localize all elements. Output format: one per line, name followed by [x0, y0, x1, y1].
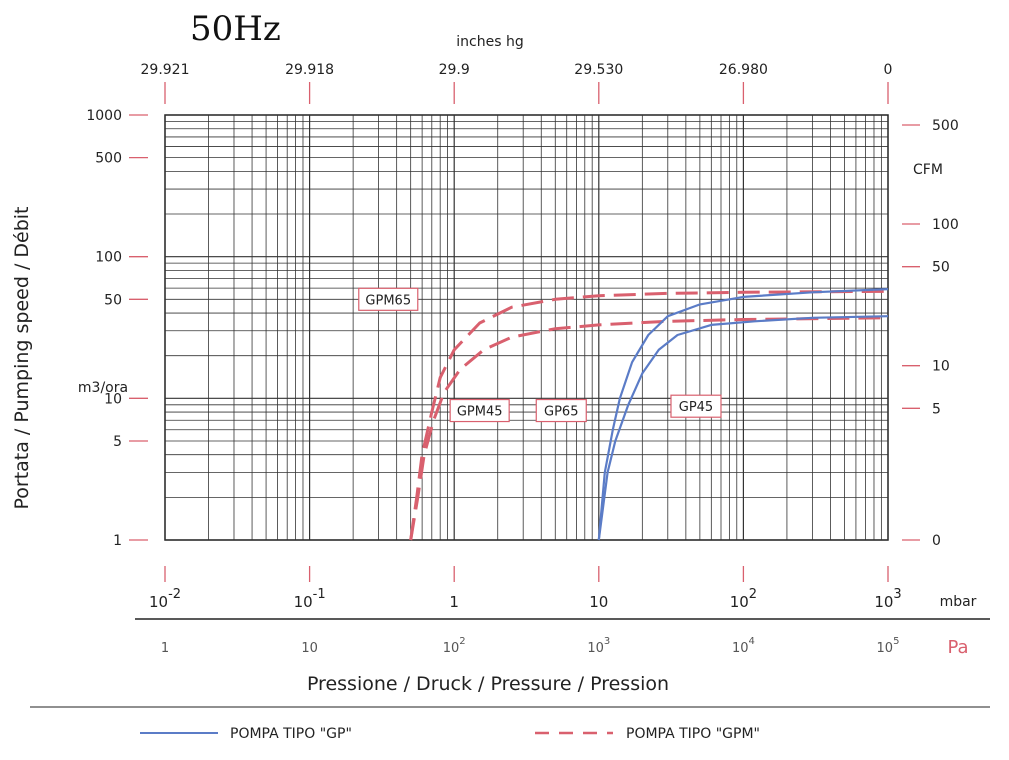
axis-ticks: 29.921 29.918 29.9 29.530 26.980 010-2 10-1 1 10…	[86, 62, 958, 656]
y-unit-left: m3/ora	[78, 380, 128, 396]
y-left-tick-label: 500	[95, 151, 122, 167]
x-tick-label: 10-2	[149, 587, 181, 611]
chart-title: 50Hz	[190, 9, 281, 49]
grid	[164, 114, 889, 541]
series-line-gp45	[597, 315, 889, 541]
x-top-tick-label: 29.530	[574, 62, 623, 78]
series-label-box-gp65	[535, 398, 587, 423]
series-label-gp45: GP45	[679, 400, 713, 415]
series-line-gpm65	[409, 289, 889, 541]
series-line-gpm45	[409, 316, 889, 541]
y-left-tick-label: 1000	[86, 108, 122, 124]
legend-label-2: POMPA TIPO "GPM"	[626, 726, 760, 742]
y-left-tick-label: 10	[104, 391, 122, 407]
legend-label-1: POMPA TIPO "GP"	[230, 726, 352, 742]
y-right-tick-label: 100	[932, 217, 959, 233]
series-label-box-gpm65	[358, 287, 419, 311]
x-pa-tick-label: 103	[587, 636, 610, 656]
plot-frame	[164, 114, 889, 541]
x-top-tick-label: 29.918	[285, 62, 334, 78]
x-axis-label: Pressione / Druck / Pressure / Pression	[307, 673, 669, 695]
y-left-tick-label: 5	[113, 434, 122, 450]
x-pa-tick-label: 1	[161, 641, 169, 656]
x-pa-tick-label: 104	[732, 636, 755, 656]
x-top-tick-label: 29.9	[439, 62, 470, 78]
x-unit-mbar: mbar	[940, 594, 977, 610]
y-left-tick-label: 50	[104, 292, 122, 308]
y-left-tick-label: 100	[95, 250, 122, 266]
legend: POMPA TIPO "GP" POMPA TIPO "GPM"	[140, 726, 760, 742]
y-right-tick-label: 0	[932, 533, 941, 549]
series-labels: GPM65 GPM45 GP65 GP45	[358, 287, 722, 423]
x-tick-label: 10-1	[294, 587, 326, 611]
x-top-unit-label: inches hg	[456, 34, 523, 50]
x-tick-label: 1	[449, 593, 459, 611]
x-tick-label: 102	[730, 587, 757, 611]
series-label-gp65: GP65	[544, 405, 578, 420]
x-top-tick-label: 26.980	[719, 62, 768, 78]
x-pa-tick-label: 105	[877, 636, 900, 656]
y-unit-right: CFM	[913, 162, 943, 178]
y-right-tick-label: 50	[932, 260, 950, 276]
x-tick-label: 10	[589, 593, 608, 611]
y-right-tick-label: 500	[932, 118, 959, 134]
y-right-tick-label: 10	[932, 359, 950, 375]
series-label-gpm45: GPM45	[457, 405, 503, 420]
y-axis-label: Portata / Pumping speed / Débit	[11, 206, 33, 509]
series-label-gpm65: GPM65	[365, 293, 411, 308]
x-unit-pa: Pa	[947, 637, 968, 658]
x-top-tick-label: 29.921	[141, 62, 190, 78]
x-tick-label: 103	[874, 587, 901, 611]
x-pa-tick-label: 102	[443, 636, 466, 656]
x-top-tick-label: 0	[884, 62, 893, 78]
y-left-tick-label: 1	[113, 533, 122, 549]
series-label-box-gp45	[670, 394, 722, 418]
series-label-box-gpm45	[449, 398, 510, 423]
x-pa-tick-label: 10	[301, 641, 318, 656]
y-right-tick-label: 5	[932, 401, 941, 417]
series-line-gp65	[597, 288, 889, 541]
series-group	[409, 288, 889, 541]
